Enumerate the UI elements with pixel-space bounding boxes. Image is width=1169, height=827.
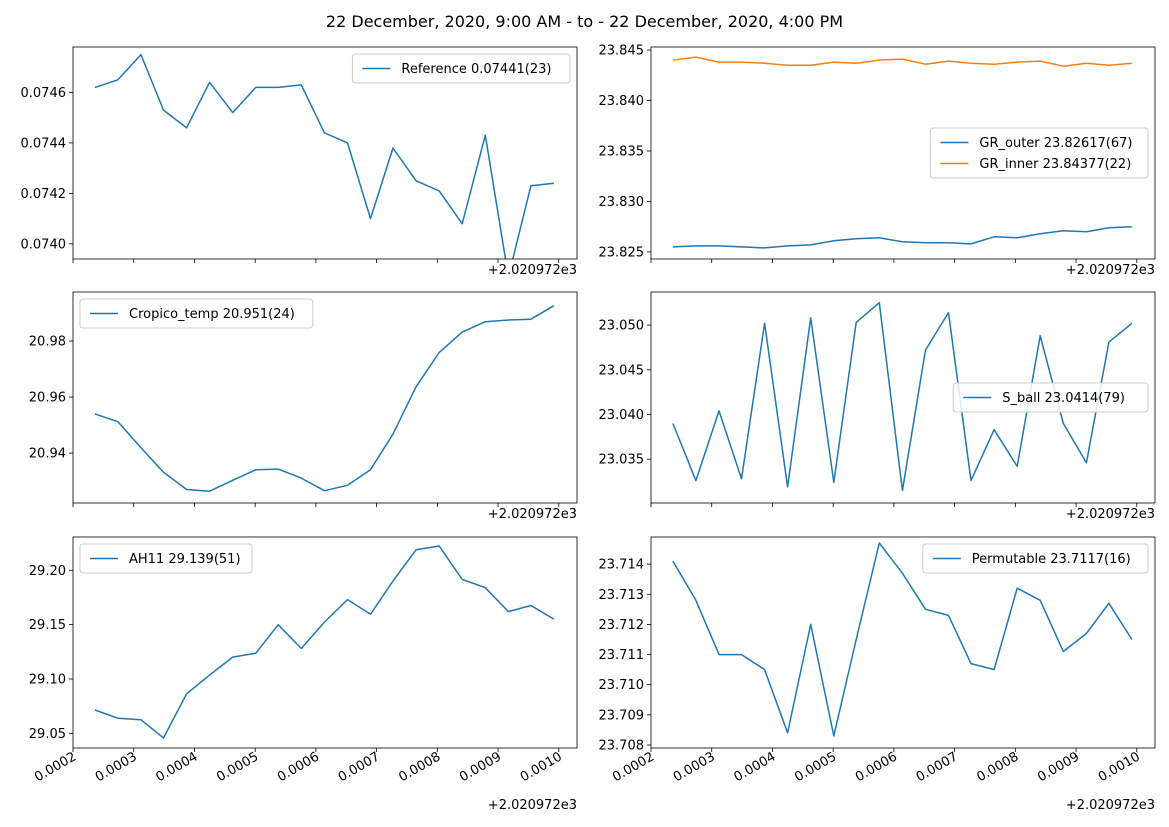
y-tick-label: 29.05 (29, 727, 66, 742)
legend-box (351, 53, 571, 84)
legend: S_ball 23.0414(79) (952, 382, 1149, 413)
x-tick-label: 0.0006 (853, 749, 900, 785)
subplot-3: 20.94 20.96 20.98 +2.020972e3 Cropico_temp 2… (29, 291, 578, 522)
y-tick-label: 23.050 (599, 319, 645, 334)
figure-title: 22 December, 2020, 9:00 AM - to - 22 Dec… (325, 12, 844, 31)
subplot-1: 0.0740 0.0742 0.0744 0.0746 +2.020972e3 Refer… (21, 46, 578, 278)
y-tick-label: 20.94 (29, 447, 66, 462)
y-tick-label: 29.15 (29, 618, 66, 633)
x-offset-label: +2.020972e3 (488, 507, 577, 522)
axes-frame (650, 46, 1156, 260)
x-offset-label: +2.020972e3 (1066, 263, 1155, 278)
y-tick-label: 23.035 (599, 453, 645, 468)
y-tick-label: 23.840 (599, 94, 645, 109)
legend: AH11 29.139(51) (79, 543, 253, 574)
y-tick-label: 0.0744 (21, 136, 67, 151)
x-tick-label: 0.0010 (518, 749, 565, 785)
legend: Cropico_temp 20.951(24) (79, 298, 314, 329)
y-tick-label: 23.045 (599, 363, 645, 378)
legend: GR_outer 23.82617(67) GR_inner 23.84377(2… (929, 127, 1149, 179)
y-tick-label: 29.10 (29, 672, 66, 687)
y-tick-label: 23.835 (599, 144, 645, 159)
x-tick-label: 0.0004 (732, 749, 779, 785)
series-line-2 (672, 56, 1132, 67)
x-tick-label: 0.0006 (275, 749, 322, 785)
y-tick-label: 0.0742 (21, 187, 67, 202)
y-tick-label: 23.830 (599, 195, 645, 210)
axes-frame (650, 291, 1156, 504)
axes-frame (72, 291, 578, 504)
x-offset-label: +2.020972e3 (1066, 507, 1155, 522)
y-tick-label: 0.0746 (21, 86, 67, 101)
legend-label: AH11 29.139(51) (129, 552, 241, 567)
x-tick-label: 0.0002 (32, 749, 79, 785)
legend-label: S_ball 23.0414(79) (1002, 391, 1125, 406)
y-tick-label: 29.20 (29, 564, 66, 579)
y-tick-label: 20.96 (29, 391, 66, 406)
x-tick-label: 0.0008 (396, 749, 443, 785)
x-tick-label: 0.0005 (214, 749, 261, 785)
x-tick-label: 0.0010 (1096, 749, 1143, 785)
x-offset-label: +2.020972e3 (488, 798, 577, 813)
y-tick-label: 23.040 (599, 408, 645, 423)
y-tick-label: 23.714 (599, 558, 645, 573)
subplot-4: 23.035 23.040 23.045 23.050 +2.020972e3 S_bal… (599, 291, 1156, 522)
legend-label: GR_outer 23.82617(67) (979, 136, 1132, 151)
x-tick-label: 0.0007 (336, 749, 383, 785)
y-tick-label: 23.711 (599, 648, 645, 663)
x-tick-label: 0.0009 (457, 749, 504, 785)
legend-box (952, 382, 1149, 413)
x-tick-label: 0.0005 (792, 749, 839, 785)
y-tick-label: 23.825 (599, 245, 645, 260)
legend: Reference 0.07441(23) (351, 53, 571, 84)
legend-label: Cropico_temp 20.951(24) (129, 307, 295, 322)
x-tick-label: 0.0003 (93, 749, 140, 785)
x-tick-label: 0.0009 (1035, 749, 1082, 785)
x-tick-label: 0.0007 (914, 749, 961, 785)
legend-box (79, 298, 314, 329)
y-tick-label: 23.710 (599, 678, 645, 693)
x-tick-label: 0.0003 (671, 749, 718, 785)
series-line-1 (94, 53, 554, 259)
legend-label: Permutable 23.7117(16) (972, 552, 1131, 567)
subplot-5: 29.05 29.10 29.15 29.20 0.0002 0.0003 0.0004 0.… (29, 536, 578, 813)
x-offset-label: +2.020972e3 (488, 263, 577, 278)
legend-box (922, 543, 1149, 574)
subplot-6: 23.708 23.709 23.710 23.711 23.712 23.713 23.7… (599, 536, 1156, 813)
legend-box (79, 543, 253, 574)
x-tick-label: 0.0002 (610, 749, 657, 785)
axes-frame (650, 536, 1156, 749)
x-offset-label: +2.020972e3 (1066, 798, 1155, 813)
y-tick-label: 23.712 (599, 618, 645, 633)
legend-label: GR_inner 23.84377(22) (979, 157, 1131, 172)
y-tick-label: 0.0740 (21, 237, 67, 252)
legend-label: Reference 0.07441(23) (401, 62, 551, 77)
legend-box (929, 127, 1149, 179)
series-line-1 (672, 225, 1132, 249)
axes-frame (72, 536, 578, 749)
y-tick-label: 23.845 (599, 44, 645, 59)
series-line-1 (672, 542, 1133, 737)
subplot-2: 23.825 23.830 23.835 23.840 23.845 +2.020972e… (599, 44, 1156, 278)
y-tick-label: 23.713 (599, 588, 645, 603)
y-tick-label: 23.708 (599, 738, 645, 753)
y-tick-label: 23.709 (599, 708, 645, 723)
axes-frame (72, 46, 578, 260)
x-tick-label: 0.0004 (154, 749, 201, 785)
series-line-1 (94, 545, 555, 739)
series-line-1 (94, 305, 555, 492)
y-tick-label: 20.98 (29, 335, 66, 350)
legend: Permutable 23.7117(16) (922, 543, 1149, 574)
x-tick-label: 0.0008 (974, 749, 1021, 785)
